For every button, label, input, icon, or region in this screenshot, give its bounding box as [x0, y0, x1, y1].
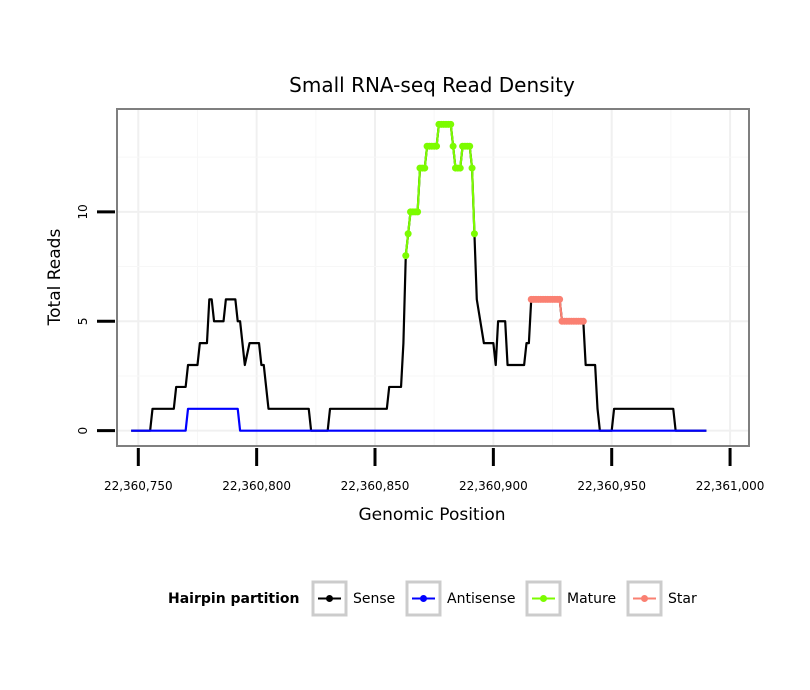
data-point-mature	[470, 230, 478, 238]
data-point-mature	[449, 142, 457, 150]
legend-title: Hairpin partition	[168, 591, 299, 607]
legend-key-point-antisense	[420, 595, 427, 602]
y-tick-label: 5	[76, 317, 90, 325]
legend: Hairpin partition Sense Antisense Mature St…	[168, 580, 697, 617]
plot-panel	[117, 109, 749, 446]
data-point-mature	[433, 142, 441, 150]
x-axis-title: Genomic Position	[358, 505, 505, 525]
legend-key-point-mature	[540, 595, 547, 602]
legend-entry-star: Star	[626, 580, 697, 617]
data-point-mature	[404, 230, 412, 238]
legend-entry-sense: Sense	[311, 580, 395, 617]
grid-lines	[117, 109, 749, 446]
data-point-mature	[421, 164, 429, 172]
y-tick-label: 0	[76, 427, 90, 435]
legend-entry-mature: Mature	[525, 580, 616, 617]
legend-label-sense: Sense	[353, 591, 395, 607]
chart-title: Small RNA-seq Read Density	[289, 73, 575, 97]
data-point-mature	[447, 120, 455, 128]
data-point-mature	[466, 142, 474, 150]
series-line-antisense	[131, 407, 707, 432]
legend-key-point-star	[641, 595, 648, 602]
plot-panel-border	[116, 108, 750, 447]
legend-items: Sense Antisense Mature Star	[311, 580, 697, 617]
data-point-mature	[468, 164, 476, 172]
x-axis: 22,360,750 22,360,800 22,360,850 22,360,900…	[104, 448, 764, 493]
series-layer	[131, 120, 707, 432]
x-tick-label: 22,360,850	[341, 479, 410, 493]
data-point-mature	[402, 252, 410, 260]
legend-label-mature: Mature	[567, 591, 616, 607]
x-tick-label: 22,360,900	[459, 479, 528, 493]
legend-label-antisense: Antisense	[447, 591, 516, 607]
x-tick-label: 22,360,950	[577, 479, 646, 493]
y-axis: 0 5 10	[76, 204, 115, 435]
legend-label-star: Star	[668, 591, 697, 607]
data-point-star	[579, 317, 587, 325]
legend-key-point-sense	[326, 595, 333, 602]
x-tick-label: 22,361,000	[696, 479, 765, 493]
data-point-star	[556, 295, 564, 303]
x-tick-label: 22,360,800	[222, 479, 291, 493]
y-tick-label: 10	[76, 204, 90, 219]
data-point-mature	[456, 164, 464, 172]
legend-entry-antisense: Antisense	[405, 580, 516, 617]
data-point-mature	[414, 208, 422, 216]
x-tick-label: 22,360,750	[104, 479, 173, 493]
y-axis-title: Total Reads	[45, 229, 65, 327]
